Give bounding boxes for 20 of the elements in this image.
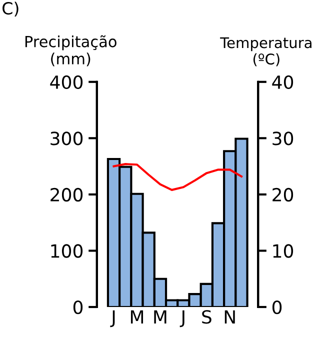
line-series xyxy=(112,163,243,191)
y2-tick-label: 0 xyxy=(272,300,282,314)
y2-tick-label: 20 xyxy=(272,188,294,202)
x-tick-label: J xyxy=(110,310,115,328)
y-tick-label: 200 xyxy=(50,188,83,202)
x-tick-label: S xyxy=(202,310,212,324)
y-tick-label: 0 xyxy=(73,300,83,314)
y2-tick-label: 30 xyxy=(272,132,294,146)
y-tick-label: 300 xyxy=(50,132,83,146)
text: C) xyxy=(2,2,18,17)
x-tick-label: J xyxy=(180,310,184,328)
y-tick-label: 100 xyxy=(51,244,83,258)
x-tick-label: N xyxy=(224,310,235,324)
x-tick-label: M xyxy=(130,310,144,324)
y2-tick-label: 40 xyxy=(272,75,294,90)
y2-axis-title: Temperatura (ºC) xyxy=(220,37,312,66)
y2-tick-label: 10 xyxy=(273,244,294,258)
x-tick-label: M xyxy=(154,310,166,324)
y-tick-label: 400 xyxy=(50,75,83,90)
y-axis-title: Precipitação (mm) xyxy=(25,35,116,66)
